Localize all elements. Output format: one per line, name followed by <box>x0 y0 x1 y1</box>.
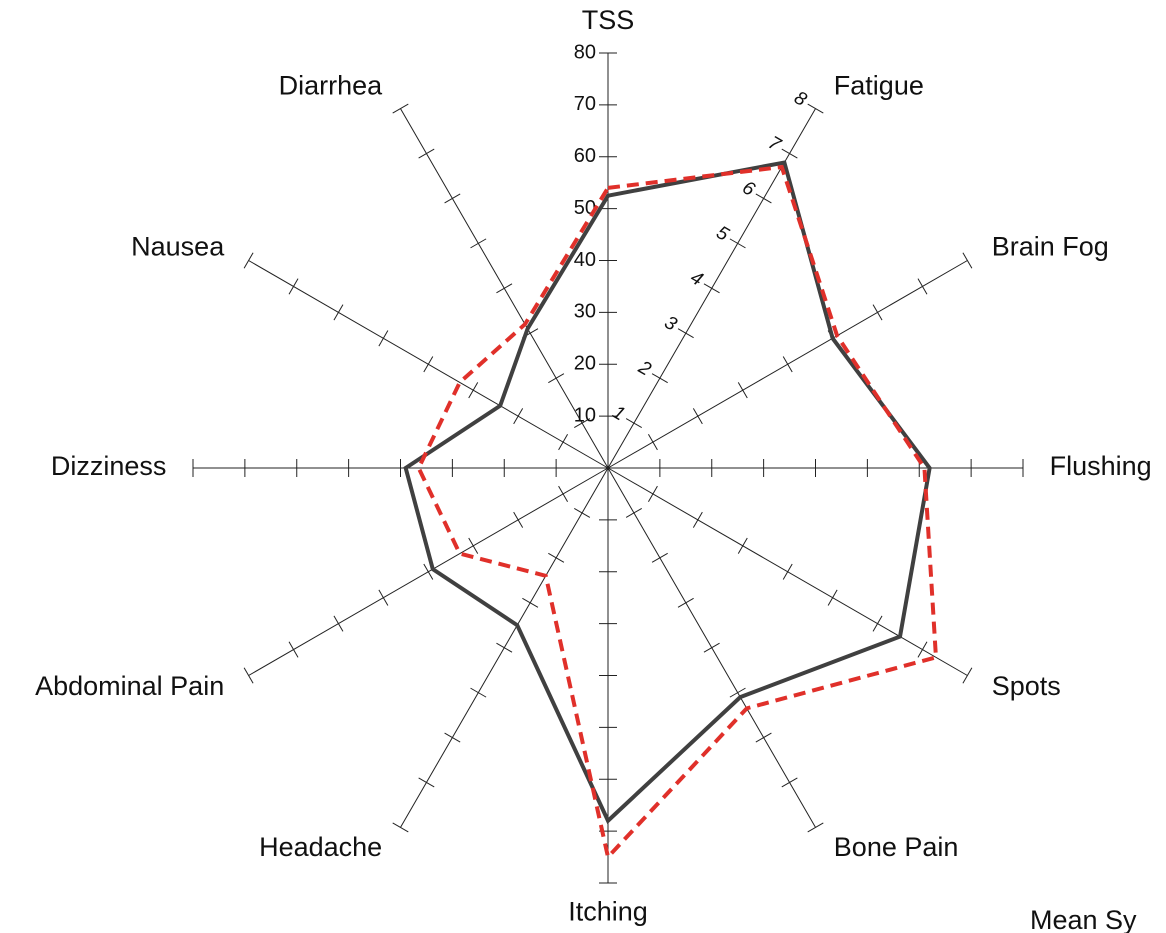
tick-mark <box>444 732 461 743</box>
tick-mark <box>548 373 565 384</box>
tick-mark <box>872 615 883 632</box>
category-label: Flushing <box>1050 451 1152 481</box>
series-line <box>403 160 932 825</box>
category-label: Nausea <box>131 231 225 261</box>
tick-mark <box>737 537 748 554</box>
category-label: Headache <box>259 832 382 862</box>
tick-mark <box>574 507 591 518</box>
tick-mark <box>392 822 409 833</box>
tick-mark <box>737 382 748 399</box>
tick-mark <box>781 148 798 159</box>
radial-tick-label: 4 <box>687 267 707 290</box>
tick-mark <box>625 507 642 518</box>
radial-tick-label: 8 <box>790 87 810 111</box>
category-label: TSS <box>582 5 635 35</box>
tick-mark <box>703 642 720 653</box>
tick-mark <box>243 667 254 684</box>
tick-mark <box>418 148 435 159</box>
radial-tick-label: 1 <box>609 402 629 425</box>
category-label: Itching <box>568 897 648 927</box>
tick-mark <box>755 732 772 743</box>
tick-mark <box>807 103 824 114</box>
tick-mark <box>513 511 524 528</box>
tss-tick-label: 10 <box>574 404 596 426</box>
tick-mark <box>962 667 973 684</box>
tick-mark <box>625 418 642 429</box>
tick-mark <box>522 597 539 608</box>
tick-mark <box>574 418 591 429</box>
tick-mark <box>513 408 524 425</box>
tick-mark <box>558 485 569 502</box>
tick-mark <box>288 641 299 658</box>
series-line <box>416 164 939 862</box>
radial-tick-label: 5 <box>713 222 733 246</box>
radial-tick-label: 3 <box>661 312 681 336</box>
tick-mark <box>392 103 409 114</box>
tss-tick-label: 80 <box>574 41 596 63</box>
tick-mark <box>444 193 461 204</box>
tick-mark <box>755 193 772 204</box>
tick-mark <box>423 356 434 373</box>
tick-mark <box>729 238 746 249</box>
tick-mark <box>378 589 389 606</box>
tick-mark <box>782 356 793 373</box>
tick-mark <box>378 330 389 347</box>
tick-mark <box>468 382 479 399</box>
tick-mark <box>548 552 565 563</box>
tick-mark <box>917 641 928 658</box>
category-label: Abdominal Pain <box>35 671 224 701</box>
tick-mark <box>470 238 487 249</box>
tick-mark <box>647 434 658 451</box>
annotation: Mean Sy <box>1030 905 1137 933</box>
tick-mark <box>496 642 513 653</box>
radial-tick-label: 2 <box>634 356 655 380</box>
tick-mark <box>418 777 435 788</box>
tick-mark <box>288 278 299 295</box>
category-label: Brain Fog <box>992 231 1109 261</box>
tick-mark <box>703 283 720 294</box>
tick-mark <box>651 552 668 563</box>
tss-tick-label: 20 <box>574 353 596 375</box>
category-label: Fatigue <box>834 70 924 100</box>
tick-mark <box>782 563 793 580</box>
category-label: Dizziness <box>51 451 167 481</box>
tss-tick-label: 40 <box>574 249 596 271</box>
tick-mark <box>917 278 928 295</box>
tss-tick-label: 30 <box>574 301 596 323</box>
tick-mark <box>677 328 694 339</box>
tss-tick-label: 60 <box>574 145 596 167</box>
tick-mark <box>872 304 883 321</box>
tick-mark <box>781 777 798 788</box>
tick-mark <box>647 485 658 502</box>
tick-mark <box>470 687 487 698</box>
tick-mark <box>651 373 668 384</box>
tick-mark <box>558 434 569 451</box>
category-label: Spots <box>992 671 1061 701</box>
tick-mark <box>807 822 824 833</box>
category-label: Bone Pain <box>834 832 959 862</box>
tick-mark <box>692 408 703 425</box>
tick-mark <box>692 511 703 528</box>
radial-tick-label: 7 <box>764 132 785 156</box>
tick-mark <box>827 589 838 606</box>
tick-mark <box>496 283 513 294</box>
tick-mark <box>677 597 694 608</box>
tick-mark <box>243 252 254 269</box>
tick-mark <box>962 252 973 269</box>
tick-mark <box>423 563 434 580</box>
category-label: Diarrhea <box>279 70 384 100</box>
tick-mark <box>729 687 746 698</box>
radial-tick-label: 6 <box>738 177 758 201</box>
tick-mark <box>468 537 479 554</box>
tick-mark <box>333 615 344 632</box>
tick-mark <box>333 304 344 321</box>
tss-tick-label: 70 <box>574 93 596 115</box>
